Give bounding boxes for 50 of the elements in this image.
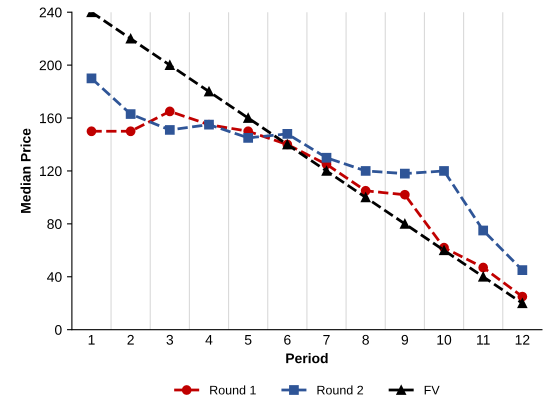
y-tick-label: 240	[40, 8, 62, 18]
point	[517, 298, 528, 308]
point	[478, 226, 488, 236]
x-tick-label: 10	[437, 334, 452, 345]
point	[164, 106, 175, 116]
point	[126, 109, 136, 119]
legend-label: FV	[424, 386, 440, 394]
x-tick-label: 4	[205, 335, 212, 345]
point	[204, 86, 214, 96]
legend-label: Round 1	[210, 385, 256, 395]
y-tick-label: 120	[40, 166, 62, 176]
point	[126, 126, 136, 136]
y-tick-label: 80	[47, 219, 62, 230]
x-tick-label: 12	[516, 334, 530, 345]
point	[400, 190, 410, 200]
point	[164, 125, 175, 135]
point	[517, 265, 528, 276]
point	[243, 113, 254, 123]
y-axis-title: Median Price	[20, 128, 31, 213]
point	[282, 129, 292, 139]
point	[322, 166, 332, 176]
x-tick-label: 2	[127, 334, 134, 345]
point	[360, 192, 371, 202]
y-tick-label: 200	[40, 60, 62, 70]
x-tick-label: 1	[88, 335, 95, 345]
x-tick-label: 8	[362, 334, 369, 345]
y-tick-label: 0	[54, 325, 62, 335]
point	[243, 133, 254, 143]
x-tick-label: 9	[402, 334, 408, 345]
point	[86, 73, 96, 84]
legend-label: Round 2	[317, 385, 364, 395]
x-axis-title: Period	[286, 353, 328, 364]
point	[322, 152, 332, 163]
point	[478, 272, 488, 282]
point	[478, 262, 488, 272]
y-tick-label: 160	[40, 113, 62, 124]
x-tick-label: 11	[477, 335, 490, 345]
x-tick-label: 3	[166, 334, 174, 345]
point	[360, 166, 371, 176]
y-tick-label: 40	[47, 272, 62, 282]
point	[164, 60, 175, 70]
point	[439, 245, 449, 256]
point	[400, 168, 410, 178]
point	[400, 218, 410, 229]
point	[439, 166, 449, 176]
point	[126, 34, 136, 44]
x-tick-label: 5	[244, 335, 252, 345]
point	[86, 126, 96, 136]
x-tick-label: 6	[284, 334, 291, 345]
x-tick-label: 7	[323, 335, 330, 345]
